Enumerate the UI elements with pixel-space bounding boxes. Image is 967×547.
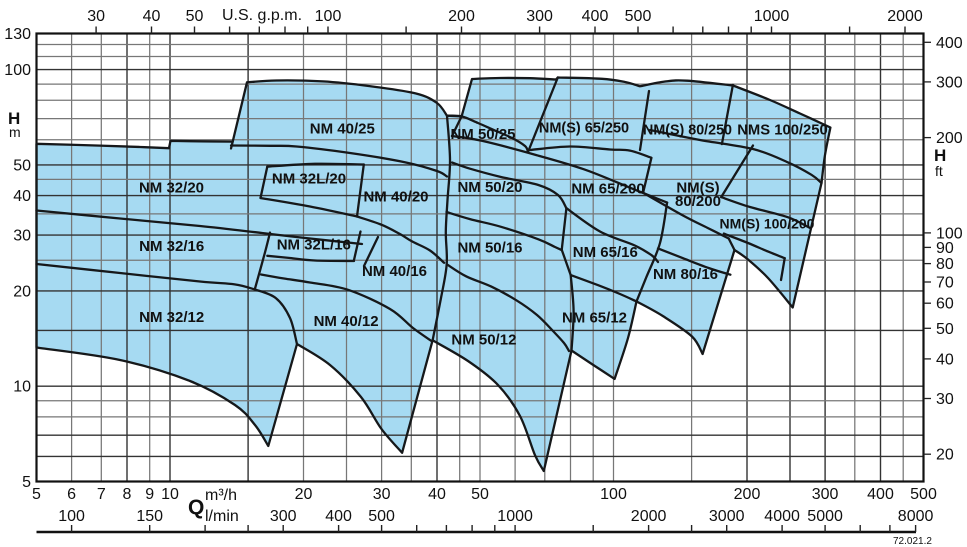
svg-text:5: 5 xyxy=(32,486,41,503)
svg-text:NM(S) 100/200: NM(S) 100/200 xyxy=(720,216,815,232)
svg-text:20: 20 xyxy=(936,447,954,464)
svg-text:130: 130 xyxy=(4,26,31,43)
svg-text:200: 200 xyxy=(936,130,963,147)
svg-text:m³/h: m³/h xyxy=(205,487,237,504)
svg-text:72.021.2: 72.021.2 xyxy=(893,536,932,547)
svg-text:10: 10 xyxy=(13,379,31,396)
svg-text:80: 80 xyxy=(936,256,954,273)
svg-text:10: 10 xyxy=(161,486,179,503)
svg-text:5000: 5000 xyxy=(807,508,843,525)
svg-text:200: 200 xyxy=(734,486,761,503)
svg-text:NM 32/16: NM 32/16 xyxy=(139,238,204,255)
svg-text:NM 65/12: NM 65/12 xyxy=(562,310,627,327)
svg-text:8: 8 xyxy=(123,486,132,503)
svg-text:NM 65/16: NM 65/16 xyxy=(573,244,638,261)
svg-text:400: 400 xyxy=(582,8,609,25)
svg-text:H: H xyxy=(8,109,20,128)
svg-text:NM 50/12: NM 50/12 xyxy=(451,332,516,349)
svg-text:40: 40 xyxy=(936,351,954,368)
svg-text:300: 300 xyxy=(936,74,963,91)
svg-text:100: 100 xyxy=(936,225,963,242)
svg-text:NM(S) 65/250: NM(S) 65/250 xyxy=(539,121,629,137)
svg-text:1000: 1000 xyxy=(497,508,533,525)
svg-text:100: 100 xyxy=(600,486,627,503)
svg-text:400: 400 xyxy=(867,486,894,503)
svg-text:50: 50 xyxy=(471,486,489,503)
svg-text:30: 30 xyxy=(373,486,391,503)
svg-text:NM 40/12: NM 40/12 xyxy=(314,313,379,330)
svg-text:90: 90 xyxy=(936,240,954,257)
svg-text:NM 40/25: NM 40/25 xyxy=(310,121,375,138)
svg-text:60: 60 xyxy=(936,296,954,313)
svg-text:l/min: l/min xyxy=(205,508,239,525)
svg-text:NM 40/20: NM 40/20 xyxy=(363,189,428,206)
svg-text:100: 100 xyxy=(4,62,31,79)
svg-text:50: 50 xyxy=(186,8,204,25)
svg-text:400: 400 xyxy=(325,508,352,525)
svg-text:30: 30 xyxy=(13,228,31,245)
svg-text:NMS 100/250: NMS 100/250 xyxy=(737,123,827,139)
svg-text:7: 7 xyxy=(97,486,106,503)
svg-text:NM 80/16: NM 80/16 xyxy=(653,266,718,283)
svg-text:500: 500 xyxy=(910,486,937,503)
svg-text:400: 400 xyxy=(936,35,963,52)
svg-text:Q: Q xyxy=(188,496,204,519)
svg-text:NM 50/20: NM 50/20 xyxy=(457,179,522,196)
svg-text:40: 40 xyxy=(13,188,31,205)
svg-text:40: 40 xyxy=(428,486,446,503)
svg-text:20: 20 xyxy=(13,283,31,300)
svg-text:3000: 3000 xyxy=(709,508,745,525)
svg-text:40: 40 xyxy=(143,8,161,25)
svg-text:30: 30 xyxy=(936,391,954,408)
svg-text:2000: 2000 xyxy=(631,508,667,525)
svg-text:1000: 1000 xyxy=(754,8,790,25)
svg-text:80/200: 80/200 xyxy=(675,193,721,210)
svg-text:30: 30 xyxy=(87,8,105,25)
svg-text:6: 6 xyxy=(67,486,76,503)
svg-text:NM 32/12: NM 32/12 xyxy=(139,309,204,326)
svg-text:300: 300 xyxy=(270,508,297,525)
svg-text:ft: ft xyxy=(935,163,943,179)
svg-text:NM 32L/20: NM 32L/20 xyxy=(272,171,346,188)
svg-text:H: H xyxy=(934,146,946,165)
svg-text:5: 5 xyxy=(22,474,31,491)
svg-text:8000: 8000 xyxy=(898,508,934,525)
svg-text:NM 32L/16: NM 32L/16 xyxy=(277,236,351,253)
svg-text:NM(S): NM(S) xyxy=(676,180,719,197)
svg-text:2000: 2000 xyxy=(887,8,923,25)
svg-text:U.S. g.p.m.: U.S. g.p.m. xyxy=(222,7,302,24)
svg-text:500: 500 xyxy=(625,8,652,25)
svg-text:50: 50 xyxy=(936,321,954,338)
svg-text:300: 300 xyxy=(526,8,553,25)
svg-text:NM 65/200: NM 65/200 xyxy=(571,181,644,198)
svg-text:NM 32/20: NM 32/20 xyxy=(139,179,204,196)
svg-text:70: 70 xyxy=(936,275,954,292)
svg-text:150: 150 xyxy=(136,508,163,525)
svg-text:50: 50 xyxy=(13,157,31,174)
svg-text:20: 20 xyxy=(295,486,313,503)
svg-text:4000: 4000 xyxy=(764,508,800,525)
svg-text:500: 500 xyxy=(368,508,395,525)
svg-text:200: 200 xyxy=(448,8,475,25)
svg-text:9: 9 xyxy=(145,486,154,503)
svg-text:100: 100 xyxy=(315,8,342,25)
svg-text:100: 100 xyxy=(58,508,85,525)
svg-text:NM 50/16: NM 50/16 xyxy=(457,239,522,256)
svg-text:m: m xyxy=(9,124,21,140)
svg-text:NM(S) 80/250: NM(S) 80/250 xyxy=(643,123,732,139)
svg-text:NM 50/25: NM 50/25 xyxy=(450,126,515,143)
svg-text:300: 300 xyxy=(812,486,839,503)
svg-text:NM 40/16: NM 40/16 xyxy=(362,263,427,280)
